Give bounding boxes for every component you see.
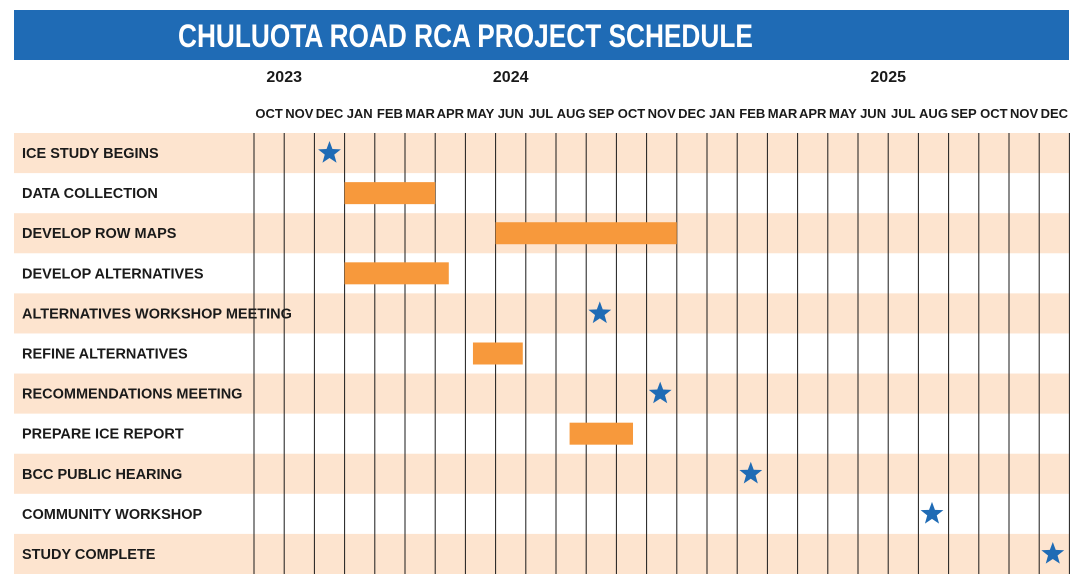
month-label: OCT [980, 106, 1008, 121]
milestone-star [588, 301, 612, 324]
row-band [14, 373, 1069, 414]
milestone-star [739, 461, 763, 484]
month-label: AUG [919, 106, 948, 121]
year-label: 2025 [870, 69, 906, 86]
month-label: MAY [829, 106, 857, 121]
task-label: BCC PUBLIC HEARING [22, 467, 182, 483]
month-label: JUN [498, 106, 524, 121]
month-label: AUG [557, 106, 586, 121]
month-label: FEB [739, 106, 765, 121]
task-label: STUDY COMPLETE [22, 547, 156, 563]
row-band [14, 533, 1069, 574]
task-label: DEVELOP ROW MAPS [22, 226, 177, 242]
task-label: RECOMMENDATIONS MEETING [22, 387, 242, 403]
month-label: MAR [768, 106, 798, 121]
task-bar [569, 422, 634, 445]
month-label: MAY [467, 106, 495, 121]
milestone-star [318, 141, 341, 163]
task-bar [344, 182, 436, 205]
task-bar [495, 222, 677, 245]
task-label: REFINE ALTERNATIVES [22, 347, 188, 363]
month-label: JAN [709, 106, 735, 121]
month-label: JUL [891, 106, 916, 121]
year-label: 2023 [266, 69, 302, 86]
month-label: DEC [678, 106, 706, 121]
month-label: SEP [588, 106, 614, 121]
row-band [14, 293, 1069, 334]
month-label: NOV [648, 106, 677, 121]
month-label: JAN [347, 106, 373, 121]
month-label: SEP [951, 106, 977, 121]
chart-title: CHULUOTA ROAD RCA PROJECT SCHEDULE [178, 18, 753, 54]
month-label: OCT [255, 106, 283, 121]
milestone-star [648, 381, 672, 404]
month-label: JUL [529, 106, 554, 121]
task-label: DATA COLLECTION [22, 186, 158, 202]
month-label: NOV [285, 106, 314, 121]
task-label: DEVELOP ALTERNATIVES [22, 266, 204, 282]
month-label: APR [437, 106, 465, 121]
month-label: JUN [860, 106, 886, 121]
title-bar: CHULUOTA ROAD RCA PROJECT SCHEDULE [14, 10, 1069, 60]
task-bar [472, 342, 523, 365]
task-label: COMMUNITY WORKSHOP [22, 507, 203, 523]
task-label: ICE STUDY BEGINS [22, 146, 159, 162]
row-band [14, 453, 1069, 494]
month-label: DEC [316, 106, 344, 121]
month-label: MAR [405, 106, 435, 121]
month-label: DEC [1041, 106, 1069, 121]
year-label: 2024 [493, 69, 529, 86]
task-label: PREPARE ICE REPORT [22, 427, 184, 443]
task-bar [344, 262, 449, 285]
month-label: FEB [377, 106, 403, 121]
month-label: NOV [1010, 106, 1039, 121]
milestone-star [920, 501, 944, 524]
milestone-star [1041, 541, 1065, 564]
month-label: APR [799, 106, 827, 121]
task-label: ALTERNATIVES WORKSHOP MEETING [22, 306, 292, 322]
month-label: OCT [618, 106, 646, 121]
row-band [14, 133, 1069, 174]
